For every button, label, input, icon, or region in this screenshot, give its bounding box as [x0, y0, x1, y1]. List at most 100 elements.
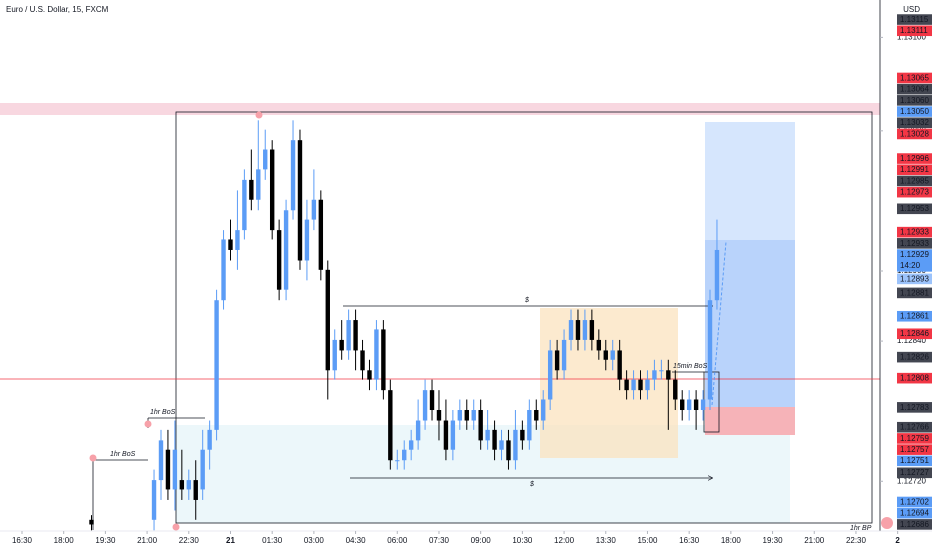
candle-body: [457, 410, 463, 421]
x-tick-label: 21:00: [137, 536, 158, 545]
price-tag-label: 1.13032: [900, 118, 929, 127]
price-tag-label: 1.12826: [900, 353, 929, 362]
candle-body: [575, 320, 581, 340]
candle-body: [172, 449, 178, 490]
annotation: 15min BoS: [673, 363, 708, 370]
price-tag-label: 1.12846: [900, 329, 929, 338]
price-tag: [897, 25, 932, 37]
candle-body: [561, 339, 567, 371]
x-tick-label: 09:00: [471, 536, 492, 545]
candle-body: [624, 379, 629, 391]
price-tag-label: 1.13064: [900, 85, 929, 94]
candle-body: [680, 399, 685, 411]
price-tag-label: 1.12694: [900, 509, 929, 518]
candle-body: [589, 320, 595, 340]
candle-body: [151, 480, 157, 520]
candle-body: [179, 480, 185, 490]
price-tag: [897, 238, 932, 249]
price-tag-label: 1.12933: [900, 239, 929, 248]
price-tag: [897, 203, 932, 215]
x-tick-label: 03:00: [304, 536, 325, 545]
price-tag-label: 1.12991: [900, 165, 929, 174]
candle-body: [276, 230, 282, 290]
candle-body: [256, 169, 261, 200]
candle-body: [408, 440, 414, 450]
candle-body: [283, 210, 289, 290]
price-tag-label: 1.12929: [900, 250, 929, 259]
price-tag: [897, 273, 932, 285]
marker-dot: [172, 523, 180, 531]
price-tag: [897, 433, 932, 444]
price-tag: [897, 496, 932, 508]
candle-body: [617, 350, 622, 380]
price-tag-label: 1.12686: [900, 520, 929, 529]
marker-dot: [89, 454, 97, 462]
supply-zone: [0, 103, 880, 115]
countdown: 14:20: [900, 261, 921, 270]
price-tag: [897, 14, 932, 25]
candle-body: [631, 379, 636, 391]
candle-body: [242, 179, 247, 231]
axes: 16:30 18:00 19:30 21:00 22:30 21 01:30 03:00 04:…: [12, 14, 932, 545]
currency-label: USD: [903, 5, 920, 14]
candle-body: [89, 519, 94, 525]
x-tick-label: 01:30: [262, 536, 283, 545]
candle-body: [492, 429, 497, 450]
candle-body: [707, 300, 713, 400]
candle-body: [443, 420, 449, 450]
candle-body: [304, 219, 310, 261]
candle-body: [290, 140, 296, 211]
price-tag: [897, 128, 932, 140]
price-tag-label: 1.12759: [900, 434, 929, 443]
x-tick-label: 2: [895, 536, 900, 545]
demand-zone: [176, 425, 790, 523]
annotation: 1hr BoS: [150, 409, 176, 416]
x-tick-label: 21:00: [804, 536, 825, 545]
candle-body: [388, 390, 393, 461]
projection-line: [711, 241, 727, 406]
price-tag: [897, 328, 932, 340]
candle-body: [367, 370, 372, 380]
price-tag-label: 1.13111: [900, 26, 928, 35]
candle-body: [700, 399, 706, 411]
candle-body: [374, 329, 379, 380]
price-tag: [897, 164, 932, 176]
price-tag: [897, 226, 932, 238]
candle-body: [269, 149, 275, 231]
marker-dot: [144, 420, 152, 428]
candle-body: [534, 410, 539, 421]
price-tag: [897, 351, 932, 363]
candles: [89, 120, 720, 531]
price-tag-label: 1.13065: [900, 73, 929, 82]
candle-body: [200, 449, 205, 490]
candle-body: [541, 399, 546, 421]
candle-body: [693, 399, 699, 411]
candle-body: [214, 300, 219, 430]
chart-title: Euro / U.S. Dollar, 15, FXCM: [6, 5, 109, 14]
annotation: 1hr BoS: [110, 451, 136, 458]
price-tag: [897, 421, 932, 433]
price-tag-label: 1.12953: [900, 204, 929, 213]
x-tick-label: 15:00: [637, 536, 658, 545]
candle-body: [235, 230, 240, 250]
price-tag-label: 1.12766: [900, 423, 929, 432]
y-tick-label: 1.13100: [897, 32, 926, 41]
marker-dot: [255, 111, 263, 119]
price-tag: [897, 175, 932, 187]
candle-body: [395, 460, 400, 462]
stop-zone: [705, 407, 795, 435]
annotation: $: [529, 481, 534, 488]
x-tick-label: 07:30: [429, 536, 450, 545]
candle-body: [193, 480, 198, 500]
candle-body: [513, 429, 518, 461]
price-tag: [897, 153, 932, 164]
candle-body: [603, 350, 608, 360]
candle-body: [520, 429, 525, 441]
x-tick-label: 22:30: [179, 536, 200, 545]
price-tag-label: 1.12861: [900, 312, 929, 321]
candle-body: [186, 480, 191, 490]
price-tag-label: 1.12808: [900, 374, 929, 383]
price-tag: [897, 507, 932, 519]
candle-body: [596, 339, 602, 351]
